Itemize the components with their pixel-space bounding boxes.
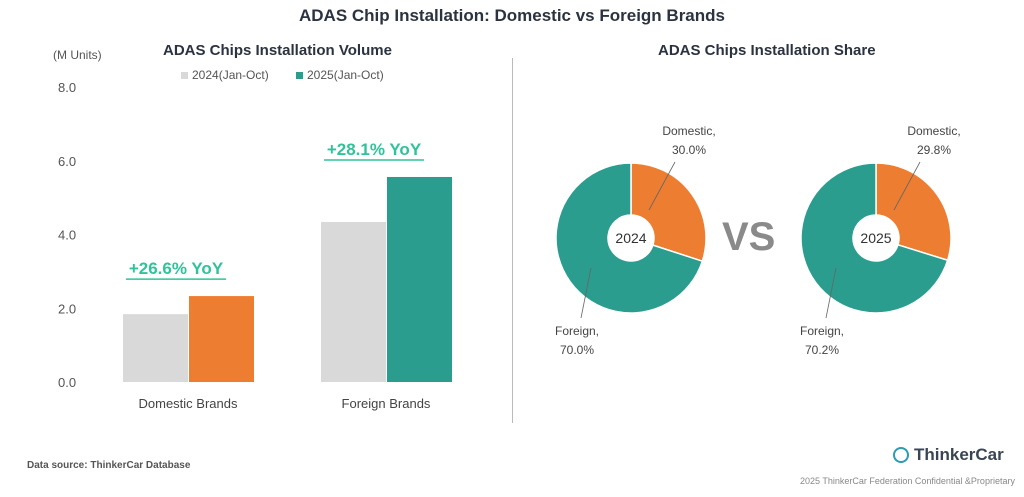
- bar-2025-1: [387, 176, 452, 382]
- data-source: Data source: ThinkerCar Database: [27, 460, 191, 471]
- leader-line: [825, 267, 837, 319]
- logo: ThinkerCar: [893, 445, 1004, 465]
- bar-2024-0: [123, 314, 188, 382]
- leader-line: [893, 161, 921, 211]
- y-tick-label: 8.0: [58, 80, 76, 95]
- y-tick-label: 2.0: [58, 301, 76, 316]
- donut-center-label: 2025: [860, 230, 891, 246]
- slice-label-foreign: Foreign,: [555, 324, 599, 338]
- donut-chart-title: ADAS Chips Installation Share: [658, 42, 876, 59]
- logo-text: ThinkerCar: [914, 445, 1004, 464]
- donut-center-label: 2024: [615, 230, 646, 246]
- page-title: ADAS Chip Installation: Domestic vs Fore…: [298, 6, 725, 25]
- yoy-annotation: +26.6% YoY: [129, 259, 224, 278]
- bar-2024-1: [321, 221, 386, 382]
- donut-slice-domestic: [875, 162, 952, 262]
- logo-icon: [893, 447, 909, 463]
- legend-swatch-2024: [181, 72, 188, 79]
- y-axis-label: (M Units): [53, 48, 102, 62]
- legend-label-2024: 2024(Jan-Oct): [192, 68, 269, 82]
- copyright: 2025 ThinkerCar Federation Confidential …: [800, 476, 1015, 486]
- slice-label-domestic: Domestic,: [907, 124, 960, 138]
- donut-slice-foreign: [555, 162, 704, 314]
- x-tick-label: Domestic Brands: [139, 396, 238, 411]
- donut-slice-domestic: [630, 162, 707, 263]
- vs-label: VS: [722, 215, 776, 259]
- divider: [512, 58, 513, 423]
- bar-2025-0: [189, 296, 254, 382]
- yoy-annotation: +28.1% YoY: [327, 140, 422, 159]
- legend-2024: 2024(Jan-Oct): [181, 68, 269, 82]
- legend-swatch-2025: [296, 72, 303, 79]
- y-tick-label: 6.0: [58, 154, 76, 169]
- x-tick-label: Foreign Brands: [342, 396, 431, 411]
- legend-2025: 2025(Jan-Oct): [296, 68, 384, 82]
- slice-value-domestic: 30.0%: [672, 143, 706, 157]
- legend-label-2025: 2025(Jan-Oct): [307, 68, 384, 82]
- slice-value-foreign: 70.2%: [805, 343, 839, 357]
- y-tick-label: 0.0: [58, 375, 76, 390]
- leader-line: [580, 267, 592, 319]
- y-tick-label: 4.0: [58, 228, 76, 243]
- slice-value-foreign: 70.0%: [560, 343, 594, 357]
- slice-label-domestic: Domestic,: [662, 124, 715, 138]
- slice-label-foreign: Foreign,: [800, 324, 844, 338]
- donut-slice-foreign: [800, 162, 949, 314]
- leader-line: [648, 161, 676, 211]
- slice-value-domestic: 29.8%: [917, 143, 951, 157]
- bar-chart-title: ADAS Chips Installation Volume: [163, 42, 392, 59]
